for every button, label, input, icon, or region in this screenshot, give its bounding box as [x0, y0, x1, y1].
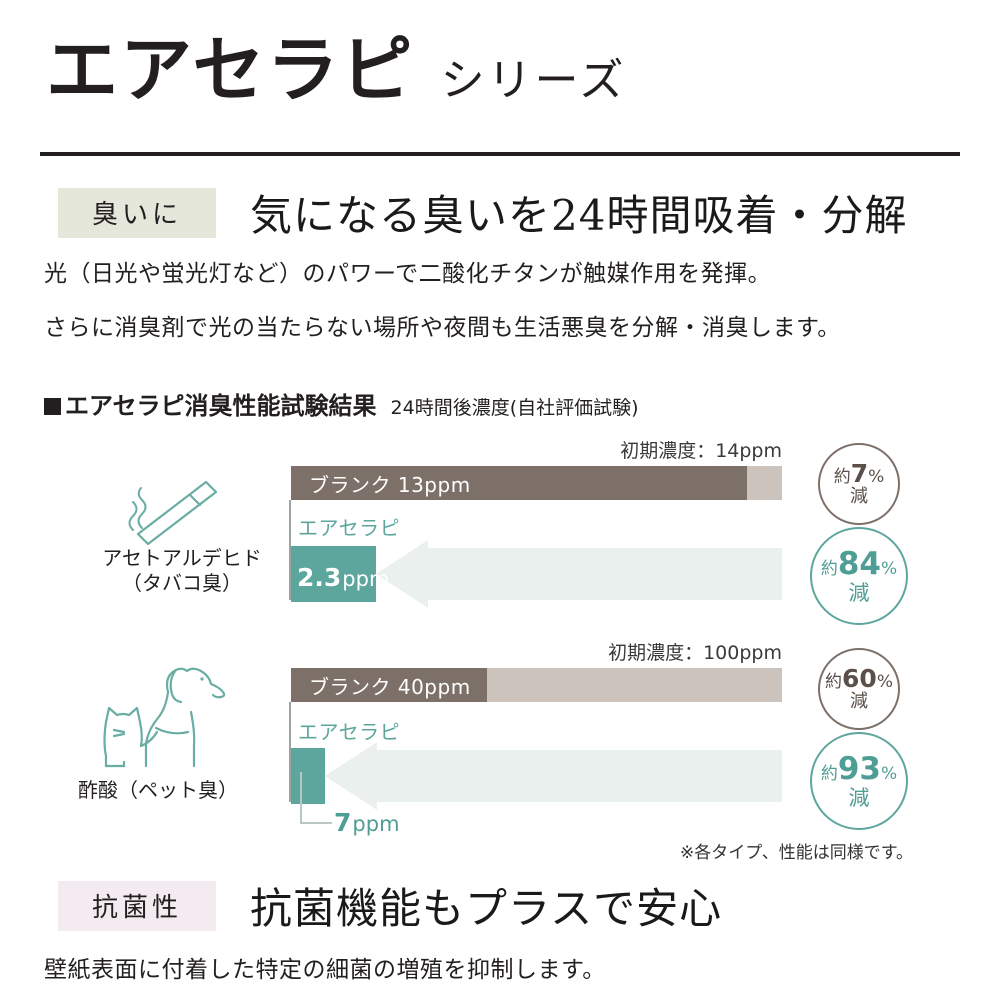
antibacterial-body-line-1: 壁紙表面に付着した特定の細菌の増殖を抑制します。	[44, 957, 606, 983]
product-bar-row1	[291, 546, 376, 602]
header-divider	[40, 152, 960, 156]
blank-bar-track-row2: ブランク 40ppm	[291, 668, 782, 702]
badge-percent-symbol: %	[880, 764, 898, 785]
product-bar-label-row2: 7 ppm	[334, 808, 400, 837]
badge-percent-symbol: %	[880, 559, 898, 580]
initial-concentration-label-row1: 初期濃度：14ppm	[620, 440, 782, 462]
row-label-acetic-acid: 酢酸（ペット臭）	[28, 778, 288, 803]
reduction-arrow-shaft-row1	[428, 548, 782, 600]
product-bar-label-row1: 2.3 ppm	[297, 563, 389, 592]
reduction-arrow-row2	[325, 742, 782, 810]
reduction-arrow-head-row2	[325, 742, 377, 810]
badge-value: 84	[837, 546, 881, 583]
product-value-row1: 2.3	[297, 563, 342, 592]
product-unit-row2: ppm	[352, 812, 400, 836]
badge-suffix: 減	[848, 580, 870, 605]
blank-bar-fill-row2	[291, 668, 487, 702]
badge-suffix: 減	[848, 785, 870, 810]
badge-percent-symbol: %	[876, 671, 893, 692]
badge-suffix: 減	[850, 691, 868, 713]
badge-product-reduction-row2: 約 93 % 減	[810, 732, 908, 830]
odor-heading: 気になる臭いを24時間吸着・分解	[250, 191, 908, 240]
badge-percent-symbol: %	[868, 466, 885, 487]
leader-line-vertical-row2	[300, 772, 302, 824]
series-label-row2: エアセラピ	[298, 720, 401, 744]
badge-value: 60	[842, 663, 877, 693]
badge-suffix: 減	[850, 486, 868, 508]
badge-product-reduction-row1: 約 84 % 減	[810, 527, 908, 625]
badge-prefix: 約	[833, 466, 851, 487]
cigarette-icon	[120, 478, 226, 553]
badge-blank-reduction-row2: 約 60 % 減	[818, 648, 900, 730]
badge-value: 7	[850, 458, 869, 488]
badge-prefix: 約	[825, 671, 843, 692]
row-label-acetaldehyde-main: アセトアルデヒド	[102, 546, 262, 570]
reduction-arrow-head-row1	[376, 540, 428, 608]
chart-footnote: ※各タイプ、性能は同様です。	[680, 843, 914, 863]
brand-name: エアセラピ	[46, 28, 415, 112]
odor-section-banner: 臭いに 気になる臭いを24時間吸着・分解	[58, 182, 907, 243]
odor-body-line-2: さらに消臭剤で光の当たらない場所や夜間も生活悪臭を分解・消臭します。	[44, 315, 841, 341]
reduction-arrow-shaft-row2	[377, 750, 782, 802]
odor-tag: 臭いに	[58, 187, 216, 238]
badge-prefix: 約	[820, 764, 838, 785]
odor-body-line-1: 光（日光や蛍光灯など）のパワーで二酸化チタンが触媒作用を発揮。	[44, 261, 772, 287]
brand-series: シリーズ	[440, 55, 627, 106]
badge-prefix: 約	[820, 559, 838, 580]
product-bar-row2	[291, 748, 325, 804]
leader-line-row2	[300, 772, 346, 826]
reduction-arrow-row1	[376, 540, 782, 608]
badge-value: 93	[837, 751, 881, 788]
blank-bar-fill-row1	[291, 466, 747, 500]
badge-blank-reduction-row1: 約 7 % 減	[818, 443, 900, 525]
product-value-row2: 7	[334, 808, 352, 837]
chart-heading: エアセラピ消臭性能試験結果 24時間後濃度(自社評価試験)	[44, 386, 639, 421]
antibacterial-section-banner: 抗菌性 抗菌機能もプラスで安心	[58, 875, 722, 936]
row-label-acetic-acid-main: 酢酸（ペット臭）	[78, 778, 238, 802]
initial-concentration-label-row2: 初期濃度：100ppm	[608, 642, 782, 664]
blank-bar-track-row1: ブランク 13ppm	[291, 466, 782, 500]
row-label-acetaldehyde: アセトアルデヒド （タバコ臭）	[52, 546, 312, 596]
square-bullet-icon	[44, 398, 61, 415]
series-label-row1: エアセラピ	[298, 516, 401, 540]
row-label-acetaldehyde-sub: （タバコ臭）	[122, 571, 242, 595]
product-unit-row1: ppm	[342, 567, 390, 591]
axis-line-row1	[289, 500, 291, 600]
chart-heading-sub: 24時間後濃度(自社評価試験)	[390, 397, 639, 419]
axis-line-row2	[289, 702, 291, 802]
antibacterial-tag: 抗菌性	[58, 880, 216, 931]
page-title: エアセラピ シリーズ	[46, 34, 626, 106]
blank-bar-label-row2: ブランク 40ppm	[309, 674, 471, 699]
leader-line-horizontal-row2	[300, 822, 332, 824]
dog-cat-icon	[96, 662, 236, 779]
blank-bar-label-row1: ブランク 13ppm	[309, 472, 471, 497]
chart-heading-main: エアセラピ消臭性能試験結果	[65, 392, 377, 420]
antibacterial-heading: 抗菌機能もプラスで安心	[250, 884, 723, 933]
